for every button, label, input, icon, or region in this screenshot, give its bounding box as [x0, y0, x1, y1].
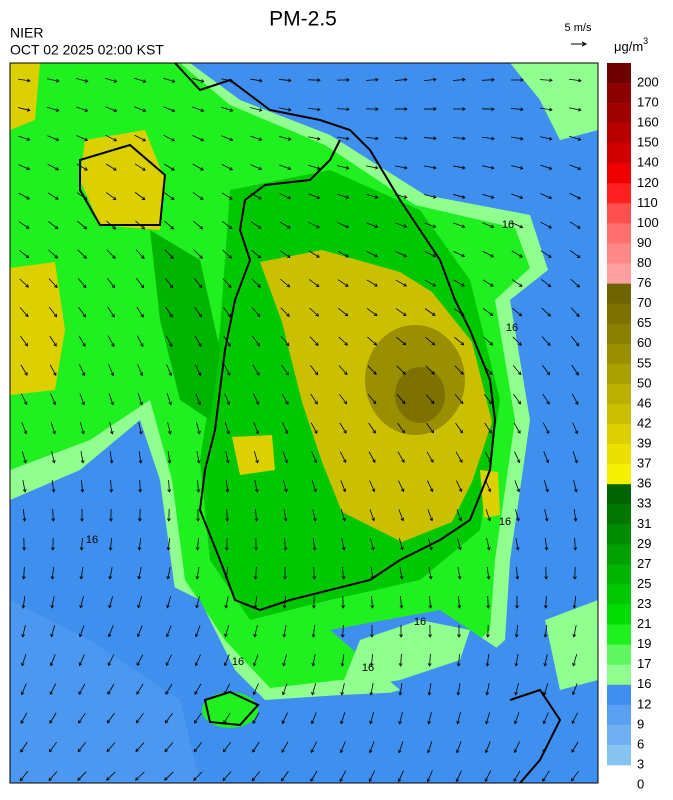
colorbar-segment — [607, 103, 631, 123]
colorbar-label: 37 — [637, 456, 651, 471]
colorbar-label: 160 — [637, 115, 659, 130]
map — [10, 63, 598, 783]
colorbar-segment — [607, 384, 631, 404]
contour-label: 16 — [506, 322, 518, 334]
colorbar-segment — [607, 143, 631, 163]
colorbar-segment — [607, 544, 631, 564]
colorbar-segment — [607, 344, 631, 364]
colorbar-segment — [607, 685, 631, 705]
unit-exponent: 3 — [643, 36, 648, 46]
colorbar-label: 120 — [637, 175, 659, 190]
colorbar-segment — [607, 264, 631, 284]
colorbar-segment — [607, 223, 631, 243]
colorbar-segment — [607, 163, 631, 183]
colorbar-segment — [607, 304, 631, 324]
contour-label: 16 — [86, 534, 98, 546]
colorbar-segment — [607, 83, 631, 103]
colorbar-segment — [607, 484, 631, 504]
colorbar-label: 90 — [637, 235, 651, 250]
colorbar-segment — [607, 244, 631, 264]
wind-scale-label: 5 m/s — [565, 22, 592, 34]
colorbar-label: 25 — [637, 576, 651, 591]
colorbar-label: 76 — [637, 275, 651, 290]
unit-base: μg/m — [614, 39, 643, 54]
colorbar-segment — [607, 645, 631, 665]
title: PM-2.5 — [269, 8, 337, 31]
colorbar-label: 65 — [637, 315, 651, 330]
contour-label: 16 — [362, 662, 374, 674]
colorbar-label: 31 — [637, 516, 651, 531]
colorbar-segment — [607, 605, 631, 625]
colorbar-label: 12 — [637, 696, 651, 711]
colorbar-segment — [607, 203, 631, 223]
contour-label: 16 — [232, 656, 244, 668]
colorbar-label: 21 — [637, 616, 651, 631]
colorbar-segment — [607, 183, 631, 203]
colorbar-label: 27 — [637, 556, 651, 571]
contour-label: 16 — [414, 616, 426, 628]
colorbar-segment — [607, 665, 631, 685]
colorbar-label: 46 — [637, 395, 651, 410]
colorbar-label: 150 — [637, 135, 659, 150]
colorbar-label: 17 — [637, 656, 651, 671]
colorbar-segment — [607, 444, 631, 464]
datetime: OCT 02 2025 02:00 KST — [10, 42, 164, 58]
contour-label: 16 — [499, 516, 511, 528]
colorbar-label: 23 — [637, 596, 651, 611]
colorbar-segment — [607, 564, 631, 584]
colorbar-segment — [607, 524, 631, 544]
colorbar-label: 39 — [637, 436, 651, 451]
colorbar-label: 3 — [637, 756, 644, 771]
colorbar-segment — [607, 625, 631, 645]
olive-area — [395, 367, 445, 423]
colorbar-label: 80 — [637, 255, 651, 270]
unit: μg/m3 — [614, 36, 648, 54]
colorbar-label: 36 — [637, 476, 651, 491]
colorbar-label: 0 — [637, 776, 644, 791]
colorbar-segment — [607, 324, 631, 344]
colorbar-segment — [607, 284, 631, 304]
colorbar-segment — [607, 63, 631, 83]
colorbar-label: 42 — [637, 415, 651, 430]
colorbar-segment — [607, 725, 631, 745]
colorbar-label: 140 — [637, 155, 659, 170]
colorbar-label: 33 — [637, 496, 651, 511]
colorbar-label: 50 — [637, 375, 651, 390]
colorbar-segment — [607, 404, 631, 424]
colorbar-segment — [607, 504, 631, 524]
colorbar-label: 19 — [637, 636, 651, 651]
colorbar-label: 16 — [637, 676, 651, 691]
colorbar-label: 55 — [637, 355, 651, 370]
colorbar-label: 60 — [637, 335, 651, 350]
colorbar-segment — [607, 123, 631, 143]
contour-label: 16 — [502, 219, 514, 231]
colorbar-segment — [607, 705, 631, 725]
colorbar-label: 100 — [637, 215, 659, 230]
colorbar-segment — [607, 584, 631, 604]
colorbar-label: 110 — [637, 195, 658, 210]
yellow-area — [10, 262, 65, 395]
agency: NIER — [10, 25, 43, 41]
colorbar-label: 6 — [637, 736, 644, 751]
colorbar-segment — [607, 745, 631, 765]
map-field — [10, 63, 598, 783]
colorbar-label: 29 — [637, 536, 651, 551]
colorbar-label: 170 — [637, 95, 659, 110]
colorbar-segment — [607, 464, 631, 484]
colorbar-segment — [607, 364, 631, 384]
colorbar-label: 200 — [637, 74, 659, 89]
colorbar-label: 9 — [637, 716, 644, 731]
colorbar-segment — [607, 424, 631, 444]
colorbar-label: 70 — [637, 295, 651, 310]
